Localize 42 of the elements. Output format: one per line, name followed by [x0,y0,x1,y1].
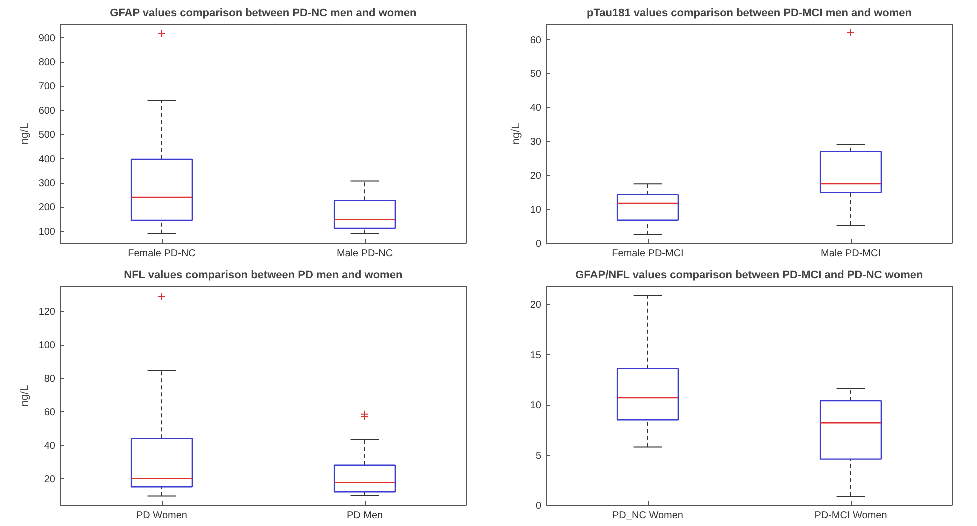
y-tick-label: 20 [530,171,542,182]
y-tick-label: 20 [44,474,56,486]
x-tick-label: Female PD-NC [128,248,196,260]
y-tick-label: 60 [530,35,542,46]
y-tick-label: 400 [38,154,56,166]
y-tick-label: 100 [38,340,56,352]
chart-title: NFL values comparison between PD men and women [124,270,403,282]
chart-title: GFAP values comparison between PD-NC men and women [110,8,418,20]
y-axis-title: ng/L [18,385,31,407]
x-tick-label: PD_NC Women [612,510,684,522]
y-tick-label: 10 [530,400,542,412]
y-tick-label: 10 [530,205,542,216]
y-tick-label: 600 [38,106,56,117]
y-tick-label: 50 [530,69,542,80]
y-tick-label: 20 [530,300,542,312]
x-tick-label: PD Men [346,510,384,522]
x-tick-label: PD-MCI Women [814,510,888,522]
y-tick-label: 0 [536,239,542,250]
x-tick-label: Male PD-NC [336,248,394,260]
y-tick-label: 30 [530,137,542,148]
y-tick-label: 800 [38,58,56,69]
y-tick-label: 0 [536,501,542,512]
x-tick-label: Female PD-MCI [612,248,684,260]
y-tick-label: 100 [38,226,56,238]
chart-title: GFAP/NFL values comparison between PD-MCI and PD-NC women [576,270,924,282]
x-tick-label: Male PD-MCI [821,248,882,260]
y-axis-title: ng/L [18,123,31,145]
y-tick-label: 200 [38,202,56,214]
y-tick-label: 60 [44,407,56,418]
x-tick-label: PD Women [136,510,188,522]
y-tick-label: 700 [38,82,56,93]
y-tick-label: 5 [536,450,542,462]
y-tick-label: 40 [44,440,56,452]
chart-title: pTau181 values comparison between PD-MCI men and women [587,8,912,20]
y-tick-label: 40 [530,103,542,114]
y-tick-label: 120 [38,307,56,318]
y-tick-label: 15 [530,350,542,362]
y-axis-title: ng/L [510,123,522,145]
y-tick-label: 300 [38,178,56,190]
y-tick-label: 900 [38,33,56,44]
y-tick-label: 500 [38,130,56,142]
y-tick-label: 80 [44,374,56,385]
